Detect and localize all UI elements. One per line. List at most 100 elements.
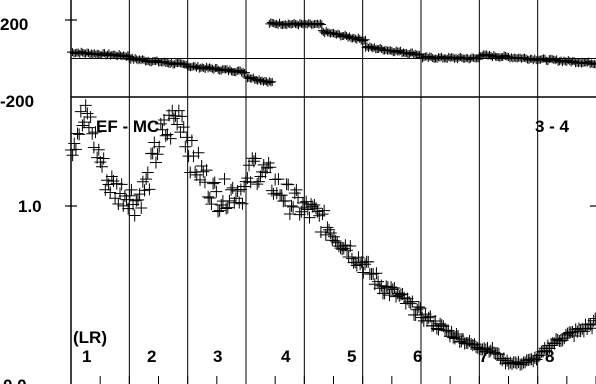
- bottom-point: [556, 334, 569, 347]
- bottom-point: [153, 140, 166, 153]
- bottom-point: [337, 242, 350, 255]
- bottom-point: [185, 134, 198, 147]
- bottom-point: [298, 202, 311, 215]
- bottom-point: [87, 141, 100, 154]
- bottom-point: [378, 287, 391, 300]
- bottom-point: [213, 204, 226, 217]
- bottom-point: [81, 107, 94, 120]
- bottom-point: [79, 99, 92, 112]
- bottom-point: [385, 281, 398, 294]
- bottom-point: [84, 111, 97, 124]
- bottom-point: [128, 209, 141, 222]
- bottom-point: [210, 185, 223, 198]
- bottom-point: [424, 310, 437, 323]
- bottom-point: [104, 186, 117, 199]
- bottom-point: [92, 143, 105, 156]
- bottom-point: [314, 226, 327, 239]
- bottom-point: [401, 292, 414, 305]
- bottom-point: [559, 328, 572, 341]
- bottom-point: [190, 168, 203, 181]
- annotation-ef-mc: EF - MC: [96, 117, 159, 136]
- bottom-point: [270, 187, 283, 200]
- bottom-point: [109, 192, 122, 205]
- bottom-point: [171, 118, 184, 131]
- bottom-point: [265, 184, 278, 197]
- bottom-point: [331, 236, 344, 249]
- bottom-point: [102, 178, 115, 191]
- bottom-point: [352, 251, 365, 264]
- bottom-point: [411, 303, 424, 316]
- bottom-point: [329, 234, 342, 247]
- annotation-3-4: 3 - 4: [535, 117, 570, 136]
- bottom-point: [141, 166, 154, 179]
- bottom-point: [370, 267, 383, 280]
- bottom-point: [569, 323, 582, 336]
- bottom-point: [510, 357, 523, 370]
- bottom-point: [130, 194, 143, 207]
- bottom-point: [264, 161, 277, 174]
- bottom-point: [99, 183, 112, 196]
- bottom-point: [226, 181, 239, 194]
- top-point-seg1: [123, 51, 132, 60]
- bottom-point: [89, 126, 102, 139]
- bottom-point: [501, 354, 514, 367]
- bottom-point: [287, 201, 300, 214]
- bottom-ytick-1: 1.0: [18, 197, 42, 216]
- bottom-point: [301, 203, 314, 216]
- bottom-point: [234, 183, 247, 196]
- bottom-point: [430, 322, 443, 335]
- bottom-point: [275, 189, 288, 202]
- bottom-point: [202, 190, 215, 203]
- bottom-point: [282, 178, 295, 191]
- bottom-point: [545, 339, 558, 352]
- bottom-point: [174, 126, 187, 139]
- bottom-point: [247, 155, 260, 168]
- bottom-point: [577, 325, 590, 338]
- bottom-point: [362, 255, 375, 268]
- lr-label-5: 5: [347, 347, 356, 366]
- bottom-point: [272, 173, 285, 186]
- top-fit-line-seg6: [321, 31, 366, 41]
- bottom-point: [290, 183, 303, 196]
- bottom-point: [115, 178, 128, 191]
- bottom-point: [267, 187, 280, 200]
- top-ytick-neg200: -200: [0, 92, 34, 111]
- bottom-point: [412, 300, 425, 313]
- bottom-point: [259, 166, 272, 179]
- bottom-point: [135, 201, 148, 214]
- bottom-point: [359, 258, 371, 271]
- bottom-point: [555, 335, 567, 348]
- bottom-point: [514, 358, 527, 371]
- bottom-point: [251, 178, 264, 191]
- bottom-point: [388, 282, 401, 295]
- bottom-point: [550, 332, 563, 345]
- bottom-point: [308, 199, 321, 212]
- bottom-point: [172, 104, 185, 117]
- bottom-point: [339, 239, 352, 252]
- bottom-point: [140, 173, 153, 186]
- top-point-seg5: [316, 19, 325, 28]
- bottom-point: [461, 337, 474, 350]
- bottom-point: [180, 131, 193, 144]
- bottom-point: [486, 341, 499, 354]
- bottom-point: [244, 176, 257, 189]
- bottom-point: [177, 121, 190, 134]
- bottom-point: [223, 194, 236, 207]
- bottom-point: [586, 322, 596, 335]
- bottom-point: [131, 193, 144, 206]
- bottom-point: [367, 267, 380, 280]
- bottom-point: [194, 173, 207, 186]
- lr-label-8: 8: [545, 347, 554, 366]
- bottom-point: [179, 140, 192, 153]
- bottom-point: [159, 129, 172, 142]
- bottom-point: [380, 280, 393, 293]
- bottom-point: [187, 150, 200, 163]
- bottom-point: [316, 208, 329, 221]
- lr-label-2: 2: [147, 347, 156, 366]
- bottom-point: [442, 324, 455, 337]
- bottom-point: [164, 132, 177, 145]
- top-fit-line-seg7: [365, 46, 422, 56]
- bottom-point: [326, 234, 339, 247]
- bottom-point: [404, 297, 417, 310]
